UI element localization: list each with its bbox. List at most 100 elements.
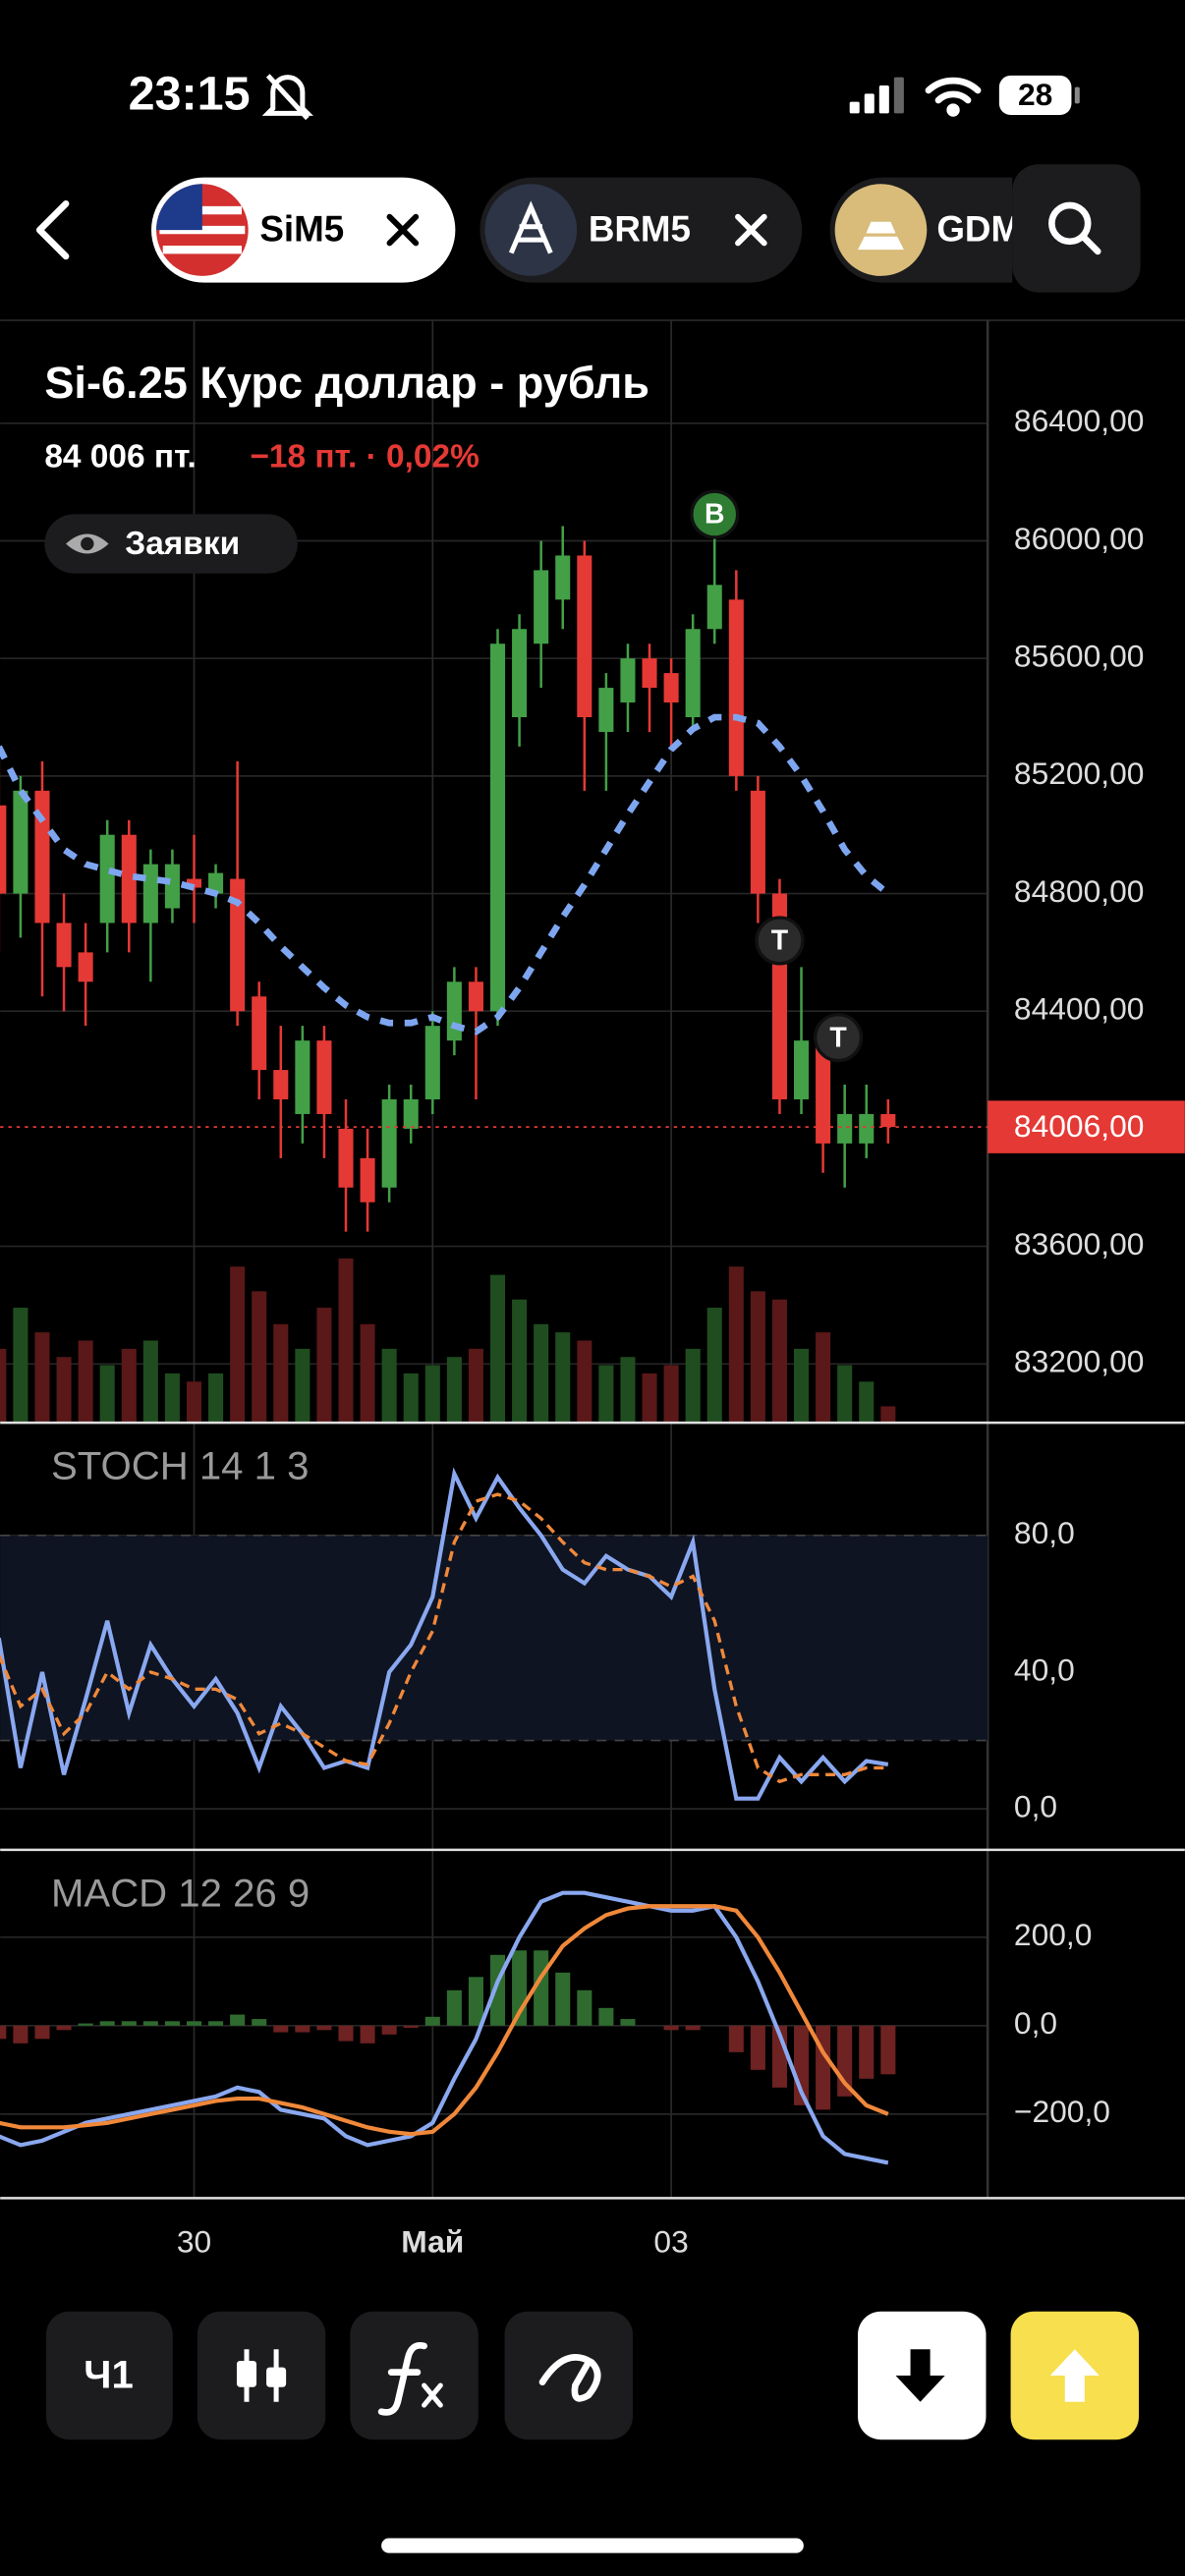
price: 84 006 пт. [44, 438, 197, 475]
interval-button[interactable]: Ч1 [45, 2311, 173, 2440]
x-tick-label: 03 [653, 2224, 688, 2260]
tab[interactable]: GDM [829, 177, 1158, 283]
candle-body [164, 864, 180, 909]
candle-body [273, 1070, 289, 1099]
histogram-bar [230, 2014, 246, 2026]
candle-body [230, 878, 246, 1012]
candle-body [794, 1040, 810, 1099]
search-button[interactable] [1012, 164, 1141, 293]
indicators-button[interactable] [350, 2311, 479, 2440]
trade-marker-label: T [829, 1022, 847, 1053]
tab[interactable]: BRM5 [480, 177, 803, 283]
volume-bar [642, 1372, 657, 1424]
tab[interactable]: SiM5 [151, 177, 456, 283]
home-indicator [381, 2538, 804, 2553]
histogram-bar [295, 2025, 310, 2033]
y-tick-label: 84400,00 [1014, 991, 1145, 1027]
histogram-bar [99, 2021, 115, 2026]
volume-bar [880, 1406, 896, 1424]
candle-body [34, 790, 50, 924]
trade-marker [813, 1013, 864, 1063]
candle-body [316, 1040, 332, 1114]
histogram-bar [316, 2025, 332, 2031]
volume-bar [381, 1348, 397, 1424]
candle-body [142, 864, 158, 924]
sell-button[interactable] [858, 2311, 987, 2440]
histogram-bar [577, 1989, 592, 2026]
histogram-bar [252, 2019, 267, 2026]
candle-body [424, 1026, 440, 1099]
y-tick-label: 83600,00 [1014, 1226, 1145, 1261]
candle-body [706, 585, 722, 630]
volume-bar [750, 1291, 765, 1424]
tab-strip: SiM5 BRM5 GDM [151, 177, 1158, 283]
candle-body [446, 981, 462, 1041]
volume-bar [489, 1274, 506, 1424]
volume-bar [0, 1348, 7, 1424]
trade-marker [755, 916, 805, 966]
volume-bar [794, 1348, 810, 1424]
volume-bar [403, 1372, 419, 1424]
marks-layer [0, 526, 896, 1232]
back-button[interactable] [35, 200, 70, 260]
volume-bar [252, 1291, 267, 1424]
histogram-bar [750, 2025, 765, 2070]
current-price-box [988, 1100, 1185, 1153]
histogram-bar [34, 2025, 50, 2040]
candle-body [816, 1040, 831, 1144]
band-layer [0, 1534, 988, 1742]
candle-body [489, 644, 506, 1012]
mute-icon [261, 74, 313, 121]
candle-body [252, 996, 267, 1071]
volume-bar [728, 1266, 744, 1424]
trade-marker-label: T [771, 925, 789, 957]
trade-marker [690, 489, 740, 539]
buy-button[interactable] [1010, 2311, 1140, 2440]
y-tick-label: 86400,00 [1014, 403, 1145, 438]
candle-body [663, 673, 679, 703]
histogram-bar [78, 2023, 93, 2026]
tab-label: SiM5 [259, 208, 344, 249]
histogram-bar [859, 2025, 875, 2079]
candle-body [338, 1128, 354, 1188]
candle-body [880, 1113, 896, 1128]
volume-bar [706, 1308, 722, 1424]
y-tick-label: 0,0 [1014, 2005, 1057, 2041]
candle-body [468, 981, 483, 1012]
y-tick-label: 85200,00 [1014, 756, 1145, 791]
volume-bar [816, 1332, 831, 1424]
candle-body [381, 1098, 397, 1188]
bars-layer [0, 1258, 896, 2110]
candle-body [403, 1098, 419, 1129]
candle-body [186, 878, 202, 888]
volume-bar [771, 1299, 787, 1424]
indicator-line [0, 1467, 889, 1801]
indicator-line [0, 1492, 888, 1784]
orders-button[interactable]: Заявки [44, 514, 298, 574]
candle-body [859, 1113, 875, 1144]
histogram-bar [273, 2025, 289, 2033]
volume-bar [273, 1323, 289, 1424]
volume-bar [164, 1372, 180, 1424]
y-tick-label: 200,0 [1014, 1917, 1093, 1952]
histogram-bar [663, 2025, 679, 2031]
charts: 83200,00 83600,00 84400,00 84800,00 85200,00… [0, 320, 1185, 2260]
indicator-title: STOCH 14 1 3 [51, 1444, 309, 1488]
battery-level: 28 [1018, 77, 1052, 112]
chart-type-button[interactable] [197, 2311, 326, 2440]
tab-label: BRM5 [589, 208, 691, 249]
histogram-bar [816, 2025, 831, 2110]
price-change: −18 пт. · 0,02% [250, 438, 479, 475]
histogram-bar [728, 2025, 744, 2052]
histogram-bar [360, 2025, 375, 2044]
interval-label: Ч1 [84, 2352, 134, 2396]
histogram-bar [381, 2025, 397, 2035]
battery: 28 [998, 75, 1080, 116]
volume-bar [360, 1323, 375, 1424]
tab-label: GDM [936, 208, 1021, 249]
histogram-bar [338, 2025, 354, 2042]
drawing-button[interactable] [504, 2311, 633, 2440]
candle-body [99, 834, 115, 924]
